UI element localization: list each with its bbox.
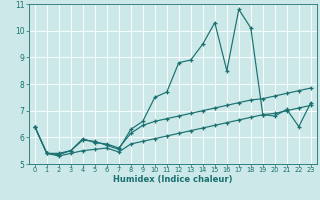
X-axis label: Humidex (Indice chaleur): Humidex (Indice chaleur) (113, 175, 233, 184)
